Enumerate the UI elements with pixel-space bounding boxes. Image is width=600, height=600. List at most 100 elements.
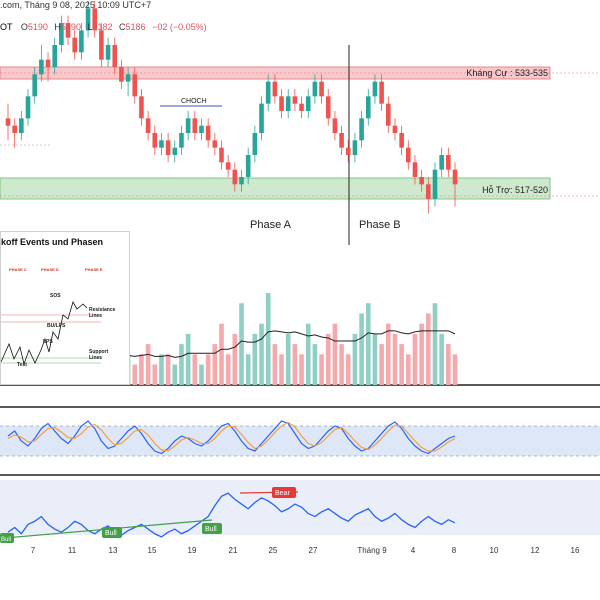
chart-title: .com, Tháng 9 08, 2025 10:09 UTC+7 (0, 0, 152, 10)
candle-body (52, 45, 58, 67)
inset-phase-c: PHASE C (9, 267, 27, 272)
x-axis-ticks: 7 11 13 15 19 21 25 27 Tháng 9 4 8 10 12 16 (31, 546, 580, 555)
volume-bar (279, 354, 284, 385)
candle-body (45, 59, 51, 67)
inset-title: koff Events und Phasen (1, 237, 104, 247)
candle-body (325, 96, 331, 119)
candle-body (225, 162, 231, 170)
x-tick-label: 12 (531, 546, 540, 555)
bear-badge (272, 487, 296, 498)
candle-body (239, 177, 244, 185)
volume-bar (312, 344, 318, 385)
candle-body (105, 45, 111, 60)
candle-body (272, 81, 278, 97)
volume-bar (172, 364, 178, 385)
candle-body (285, 96, 291, 111)
volume-bar (245, 354, 251, 385)
inset-test: Test (17, 362, 27, 368)
bull-badge (102, 527, 122, 538)
bull-badge-label: Bull (1, 537, 11, 543)
wyckoff-inset: koff Events und Phasen PHASE C PHASE D P… (0, 231, 130, 385)
volume-bar (299, 354, 304, 385)
rsi-band (0, 480, 600, 535)
candle-body (426, 184, 431, 199)
choch-label: CHOCH (181, 98, 207, 105)
stochastic-k-line (7, 420, 456, 455)
volume-bar (285, 333, 291, 385)
volume-bar (339, 344, 344, 385)
volume-bar (145, 344, 151, 385)
volume-bar (325, 333, 331, 385)
bull-badge-label: Bull (105, 530, 117, 537)
volume-bar (252, 333, 258, 385)
x-tick-label: 19 (188, 546, 197, 555)
candle-body (5, 118, 11, 126)
resistance-label: Kháng Cự : 533-535 (466, 68, 548, 78)
volume-bar (152, 364, 158, 385)
x-tick-label: 21 (229, 546, 238, 555)
phase-a-label: Phase A (250, 219, 292, 231)
volume-bar (185, 333, 191, 385)
candle-body (399, 133, 404, 148)
close-label: C (119, 22, 126, 32)
candle-body (205, 125, 211, 141)
inset-support: Support Lines (89, 349, 109, 361)
bull-badge (0, 533, 14, 543)
candle-body (412, 162, 418, 177)
high-label: H (54, 22, 61, 32)
candle-body (199, 125, 204, 133)
candle-body (365, 96, 371, 119)
candle-body (59, 23, 64, 45)
volume-bar (265, 293, 271, 385)
volume-bar (219, 323, 224, 385)
candle-body (385, 103, 391, 126)
volume-bar (379, 344, 384, 385)
volume-bar (239, 303, 244, 385)
open-value: 5190 (27, 22, 48, 32)
volume-bar (192, 354, 198, 385)
volume-bar (439, 333, 444, 385)
volume-bar (432, 303, 438, 385)
candle-body (92, 8, 98, 31)
candle-body (419, 177, 424, 185)
symbol: OT (0, 22, 13, 32)
x-tick-label: Tháng 9 (357, 546, 387, 555)
candle-body (259, 103, 264, 133)
volume-bar (139, 354, 144, 385)
candle-body (305, 96, 311, 111)
x-tick-label: 25 (269, 546, 278, 555)
volume-bar (412, 333, 418, 385)
volume-bar (332, 323, 338, 385)
bear-badge-label: Bear (275, 490, 290, 497)
stochastic-d-line (7, 421, 456, 452)
x-tick-label: 16 (571, 546, 580, 555)
candle-body (359, 118, 364, 141)
volume-bar (452, 354, 458, 385)
volume-bar (212, 344, 218, 385)
x-tick-label: 11 (68, 546, 77, 555)
bull-badge (202, 523, 222, 534)
candle-body (339, 133, 344, 148)
volume-bar (292, 344, 298, 385)
candle-body (232, 169, 238, 185)
candle-body (299, 103, 304, 111)
inset-lps: LPS (43, 339, 53, 345)
support-label: Hỗ Trợ: 517-520 (482, 185, 548, 195)
candle-body (65, 23, 71, 38)
volume-bar (272, 344, 278, 385)
open-label: O (20, 22, 28, 32)
candle-body (132, 74, 138, 97)
candle-body (85, 8, 91, 31)
candle-body (452, 169, 458, 185)
ohlc-readout: OT O5190 H5190 L5182 C5186 −02 (−0.05%) (0, 22, 207, 32)
x-tick-label: 10 (490, 546, 499, 555)
bull-badge-label: Bull (205, 526, 217, 533)
support-zone (0, 177, 551, 200)
candle-body (145, 118, 151, 133)
candle-body (39, 59, 44, 75)
inset-phase-d: PHASE D (41, 267, 59, 272)
volume-bar (419, 323, 424, 385)
x-tick-label: 7 (31, 546, 36, 555)
candle-body (352, 140, 358, 155)
